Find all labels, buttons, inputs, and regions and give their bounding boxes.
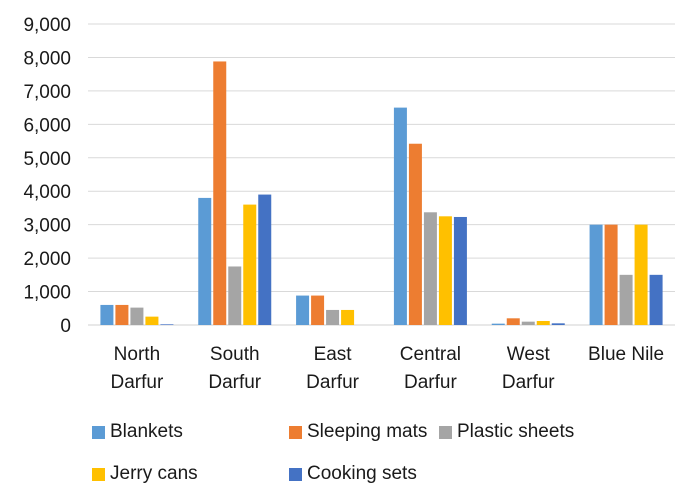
legend-label: Blankets: [110, 421, 183, 442]
bar-plastic-sheets: [326, 309, 340, 325]
legend-swatch: [92, 467, 105, 481]
x-category-label: Darfur: [404, 372, 457, 393]
legend-item: Blankets: [92, 421, 183, 443]
y-tick-label: 6,000: [23, 115, 71, 136]
legend-item: Sleeping mats: [289, 421, 427, 443]
bar-blankets: [100, 304, 114, 325]
bar-cooking-sets: [258, 194, 272, 325]
y-tick-label: 1,000: [23, 283, 71, 304]
bar-cooking-sets: [160, 324, 174, 325]
bar-sleeping-mats: [604, 224, 618, 325]
x-category-label: Darfur: [502, 372, 555, 393]
bar-blankets: [296, 295, 310, 325]
bar-plastic-sheets: [228, 266, 242, 325]
x-category-label: South: [210, 344, 260, 365]
legend-label: Plastic sheets: [457, 421, 575, 442]
bar-cooking-sets: [453, 216, 467, 325]
bar-blankets: [198, 197, 212, 325]
y-tick-label: 7,000: [23, 82, 71, 103]
bar-plastic-sheets: [423, 212, 437, 325]
bar-sleeping-mats: [213, 61, 227, 326]
y-tick-label: 4,000: [23, 182, 71, 203]
bar-cooking-sets: [649, 274, 663, 325]
legend-swatch: [289, 425, 302, 439]
legend-label: Cooking sets: [307, 463, 417, 484]
bar-plastic-sheets: [130, 307, 144, 325]
y-tick-label: 0: [60, 316, 71, 337]
bar-sleeping-mats: [311, 295, 325, 325]
bar-jerry-cans: [438, 216, 452, 325]
x-category-label: North: [114, 344, 160, 365]
x-category-label: Blue Nile: [588, 344, 664, 365]
legend-label: Jerry cans: [110, 463, 198, 484]
legend-swatch: [439, 425, 452, 439]
x-category-label: Darfur: [111, 372, 164, 393]
gridlines: [88, 23, 675, 326]
x-category-label: Darfur: [208, 372, 261, 393]
bar-jerry-cans: [243, 204, 257, 325]
y-tick-label: 3,000: [23, 216, 71, 237]
bar-jerry-cans: [145, 316, 159, 325]
y-tick-label: 9,000: [23, 15, 71, 36]
legend-label: Sleeping mats: [307, 421, 428, 442]
bar-sleeping-mats: [506, 318, 520, 325]
x-category-label: East: [314, 344, 353, 365]
legend: Blankets Sleeping mats Plastic sheets Jerry…: [92, 416, 652, 486]
legend-swatch: [289, 467, 302, 481]
bar-blankets: [589, 224, 603, 325]
y-tick-label: 2,000: [23, 249, 71, 270]
bar-sleeping-mats: [115, 304, 129, 325]
x-axis: North Darfur South Darfur East Darfur Central D…: [111, 344, 665, 393]
legend-swatch: [92, 425, 105, 439]
bar-plastic-sheets: [619, 274, 633, 325]
bar-jerry-cans: [634, 224, 648, 325]
bar-plastic-sheets: [521, 321, 535, 325]
bar-jerry-cans: [536, 320, 550, 325]
x-category-label: West: [507, 344, 551, 365]
bar-cooking-sets: [551, 323, 565, 325]
legend-item: Jerry cans: [92, 463, 198, 485]
y-axis: 0 1,000 2,000 3,000 4,000 5,000 6,000 7,000 8,00…: [23, 15, 71, 337]
bar-blankets: [491, 323, 505, 325]
bar-blankets: [393, 107, 407, 325]
y-tick-label: 8,000: [23, 48, 71, 69]
x-category-label: Darfur: [306, 372, 359, 393]
bar-jerry-cans: [341, 309, 355, 325]
bars: [100, 61, 663, 326]
legend-item: Plastic sheets: [439, 421, 574, 443]
y-tick-label: 5,000: [23, 149, 71, 170]
bar-sleeping-mats: [408, 143, 422, 325]
bar-chart: 0 1,000 2,000 3,000 4,000 5,000 6,000 7,000 8,00…: [23, 15, 675, 393]
legend-item: Cooking sets: [289, 463, 417, 485]
x-category-label: Central: [400, 344, 461, 365]
